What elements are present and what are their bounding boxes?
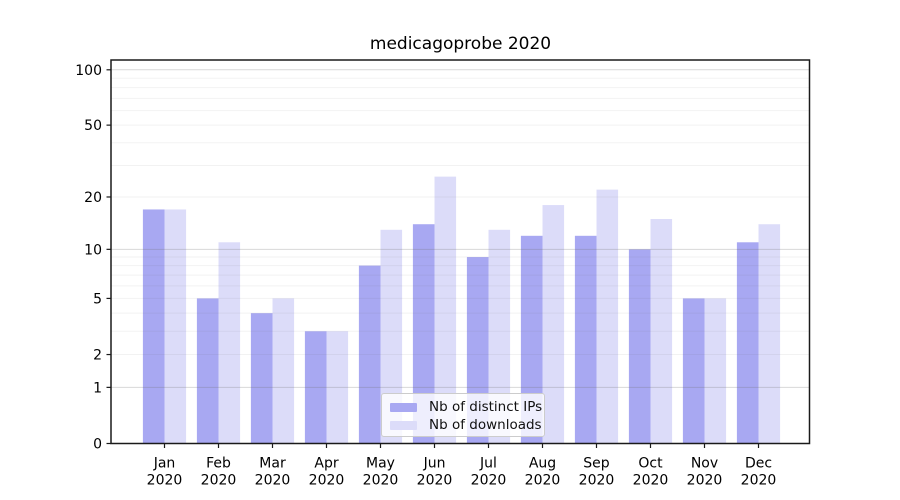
legend-item-distinct-ips: Nb of distinct IPs — [390, 398, 544, 416]
y-tick-label: 100 — [75, 63, 102, 79]
legend-label-downloads: Nb of downloads — [429, 417, 542, 433]
bar-downloads-feb — [218, 242, 241, 444]
legend-label-distinct-ips: Nb of distinct IPs — [429, 399, 543, 415]
bar-downloads-apr — [326, 331, 349, 444]
x-tick-label: Feb 2020 — [201, 456, 237, 489]
bar-downloads-oct — [650, 218, 673, 444]
x-tick-label: Nov 2020 — [687, 456, 723, 489]
bar-ips-dec — [736, 242, 759, 444]
chart-title: medicagoprobe 2020 — [369, 34, 552, 54]
bar-downloads-jun — [434, 176, 457, 444]
bar-downloads-mar — [272, 298, 295, 444]
bar-downloads-nov — [704, 298, 727, 444]
y-tick-label: 10 — [84, 242, 102, 258]
bar-downloads-jul — [488, 229, 511, 444]
bar-ips-jun — [412, 224, 435, 444]
chart-legend: Nb of distinct IPs Nb of downloads — [381, 393, 545, 437]
y-tick-label: 1 — [93, 380, 102, 396]
plot-border — [110, 59, 811, 445]
bar-ips-oct — [628, 249, 651, 444]
bar-ips-jan — [142, 209, 165, 444]
y-tick-label: 20 — [84, 190, 102, 206]
bar-ips-aug — [520, 235, 543, 444]
x-tick-label: Oct 2020 — [633, 456, 669, 489]
x-tick-label: Jun 2020 — [417, 456, 453, 489]
bar-ips-mar — [250, 313, 273, 444]
bar-ips-may — [358, 265, 381, 444]
x-tick-label: Sep 2020 — [579, 456, 615, 489]
x-tick-label: Jan 2020 — [147, 456, 183, 489]
x-tick-label: May 2020 — [363, 456, 399, 489]
legend-item-downloads: Nb of downloads — [390, 416, 544, 434]
x-tick-label: Apr 2020 — [309, 456, 345, 489]
bar-downloads-may — [380, 229, 403, 444]
bar-downloads-dec — [758, 224, 781, 444]
y-tick-label: 0 — [93, 437, 102, 453]
bar-downloads-aug — [542, 205, 565, 444]
bar-ips-sep — [574, 235, 597, 444]
x-tick-label: Dec 2020 — [741, 456, 777, 489]
bar-ips-apr — [304, 331, 327, 444]
x-tick-label: Mar 2020 — [255, 456, 291, 489]
x-tick-label: Aug 2020 — [525, 456, 561, 489]
bar-downloads-jan — [164, 209, 187, 444]
x-tick-label: Jul 2020 — [471, 456, 507, 489]
y-tick-label: 2 — [93, 348, 102, 364]
legend-swatch-distinct-ips-icon — [390, 402, 417, 412]
bar-downloads-sep — [596, 189, 619, 444]
legend-swatch-downloads-icon — [390, 420, 417, 430]
y-tick-label: 50 — [84, 118, 102, 134]
y-tick-label: 5 — [93, 291, 102, 307]
bar-ips-nov — [682, 298, 705, 444]
bar-ips-feb — [196, 298, 219, 444]
